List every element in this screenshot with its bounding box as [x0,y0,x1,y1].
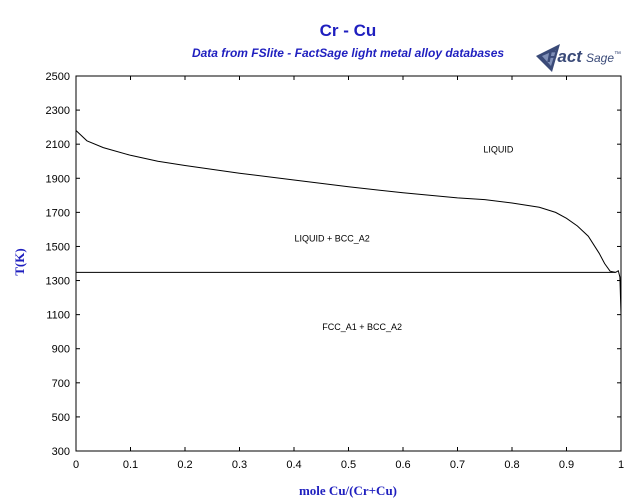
factsage-logo-icon [536,44,560,72]
x-tick-label: 0.6 [395,459,410,471]
chart-title: Cr - Cu [320,21,377,40]
x-tick-label: 0.5 [341,459,356,471]
chart-subtitle: Data from FSlite - FactSage light metal … [192,46,504,60]
phase-boundary-lines [75,130,622,315]
x-tick-label: 0.8 [504,459,519,471]
y-tick-label: 1500 [46,241,70,253]
y-tick-label: 1300 [46,276,70,288]
phase-region-label: LIQUID + BCC_A2 [295,233,370,243]
logo-trademark: ™ [614,51,621,58]
x-axis-ticks: 0 0.1 0.2 0.3 0.4 0.5 0.6 0.7 0.8 0.9 1 [73,76,624,471]
logo-text-sub: Sage [586,51,614,65]
phase-region-label: FCC_A1 + BCC_A2 [322,322,402,332]
y-tick-label: 1100 [46,310,70,322]
x-tick-label: 0.9 [559,459,574,471]
y-tick-label: 1700 [46,207,70,219]
logo-text-main: Fact [547,47,583,66]
y-tick-label: 2500 [46,71,70,83]
x-axis-label: mole Cu/(Cr+Cu) [299,483,397,498]
plot-area-frame [75,75,622,452]
y-tick-label: 700 [52,378,70,390]
factsage-logo: Fact Sage ™ [536,44,621,72]
y-tick-label: 300 [52,446,70,458]
x-tick-label: 0.3 [232,459,247,471]
phase-boundary-line-1 [75,130,616,273]
phase-region-labels: LIQUID LIQUID + BCC_A2 FCC_A1 + BCC_A2 [295,145,514,332]
x-tick-label: 0 [73,459,79,471]
y-tick-label: 500 [52,412,70,424]
y-tick-label: 2100 [46,139,70,151]
x-tick-label: 0.4 [286,459,301,471]
phase-region-label: LIQUID [483,145,514,155]
y-tick-label: 2300 [46,105,70,117]
y-axis-ticks: 300 500 700 900 1100 1300 1500 1700 1900 2100 2300… [46,71,621,458]
phase-boundary-line-3 [615,270,622,315]
x-tick-label: 1 [618,459,624,471]
x-tick-label: 0.1 [123,459,138,471]
y-tick-label: 1900 [46,173,70,185]
y-tick-label: 900 [52,344,70,356]
y-axis-label: T(K) [12,248,27,275]
x-tick-label: 0.7 [450,459,465,471]
x-tick-label: 0.2 [177,459,192,471]
